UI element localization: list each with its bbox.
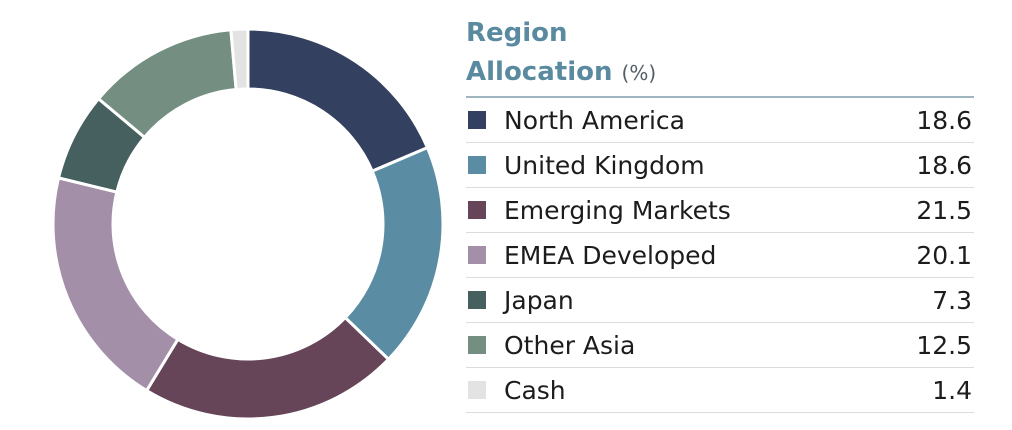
legend-value: 1.4 (932, 375, 972, 405)
legend-label: Other Asia (504, 330, 636, 360)
legend-row-north-america: North America 18.6 (466, 98, 974, 143)
legend-swatch (468, 201, 486, 219)
legend-swatch (468, 156, 486, 174)
chart-title-main: Allocation (466, 57, 613, 87)
legend-label: Emerging Markets (504, 195, 731, 225)
legend-value: 20.1 (916, 240, 972, 270)
legend-label: North America (504, 105, 685, 135)
donut-slice-emea-developed (51, 176, 180, 393)
legend-label: Japan (504, 285, 574, 315)
legend-row-united-kingdom: United Kingdom 18.6 (466, 143, 974, 188)
title-divider (466, 96, 974, 98)
legend-value: 18.6 (916, 105, 972, 135)
donut-slice-united-kingdom (343, 145, 445, 362)
legend-value: 12.5 (916, 330, 972, 360)
legend-value: 18.6 (916, 150, 972, 180)
chart-title-unit: (%) (621, 61, 657, 85)
legend-label: EMEA Developed (504, 240, 717, 270)
legend-table: North America 18.6 United Kingdom 18.6 Emerg… (466, 98, 974, 413)
legend-swatch (468, 246, 486, 264)
legend-swatch (468, 111, 486, 129)
legend-swatch (468, 381, 486, 399)
legend-swatch (468, 336, 486, 354)
legend-value: 21.5 (916, 195, 972, 225)
donut-chart (51, 27, 445, 421)
chart-title-line2: Allocation (%) (466, 53, 656, 93)
legend-row-emea-developed: EMEA Developed 20.1 (466, 233, 974, 278)
legend-row-cash: Cash 1.4 (466, 368, 974, 413)
legend-row-japan: Japan 7.3 (466, 278, 974, 323)
donut-slice-emerging-markets (144, 315, 391, 421)
donut-slice-cash (229, 27, 250, 92)
donut-slice-north-america (246, 27, 430, 174)
legend-label: United Kingdom (504, 150, 705, 180)
legend-row-other-asia: Other Asia 12.5 (466, 323, 974, 368)
legend-label: Cash (504, 375, 566, 405)
chart-title-line1: Region (466, 18, 568, 48)
legend-value: 7.3 (932, 285, 972, 315)
legend-row-emerging-markets: Emerging Markets 21.5 (466, 188, 974, 233)
chart-title: Region Allocation (%) (466, 14, 656, 93)
legend-swatch (468, 291, 486, 309)
